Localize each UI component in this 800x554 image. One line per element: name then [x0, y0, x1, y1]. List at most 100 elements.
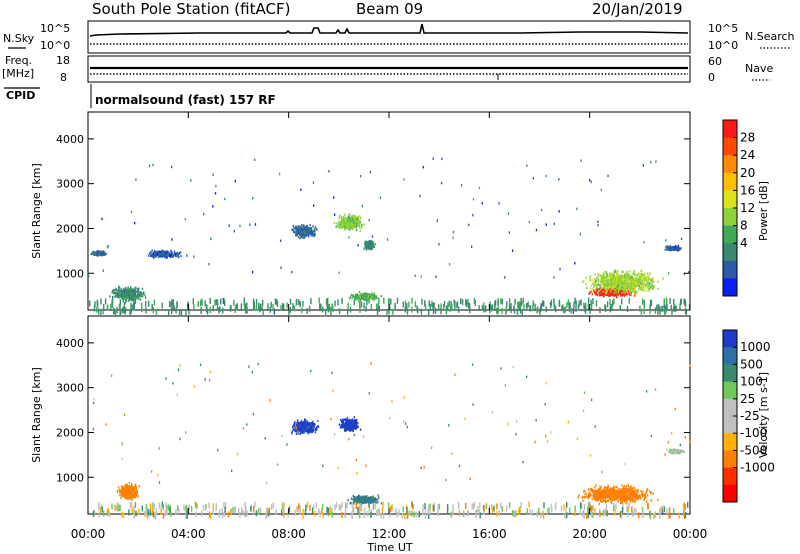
power-cell	[621, 276, 623, 279]
velocity-cell	[131, 491, 133, 495]
power-cell	[89, 300, 91, 307]
power-cell	[614, 268, 617, 272]
power-cell	[604, 284, 607, 287]
power-cell	[633, 272, 636, 275]
power-cell	[373, 294, 375, 297]
power-cell	[348, 297, 351, 300]
power-cell	[301, 307, 303, 314]
velocity-plot-frame	[87, 315, 691, 515]
power-cell	[594, 273, 596, 276]
power-cell	[619, 276, 622, 279]
power-cell	[622, 277, 624, 280]
power-cell	[627, 284, 630, 287]
power-cell	[327, 306, 330, 313]
velocity-cell	[133, 486, 136, 489]
velocity-cell	[128, 484, 131, 488]
power-cell	[414, 301, 417, 308]
power-cell	[600, 274, 602, 277]
power-cell	[647, 278, 650, 281]
power-cell	[613, 288, 615, 291]
power-cell	[558, 210, 560, 213]
power-cell	[147, 300, 150, 307]
power-cell	[129, 298, 131, 301]
power-cell	[338, 223, 340, 226]
power-cell	[673, 298, 675, 305]
power-cell	[93, 251, 96, 254]
power-cell	[344, 228, 346, 231]
power-cell	[491, 304, 494, 311]
power-cell	[357, 294, 359, 297]
velocity-cell	[123, 494, 125, 497]
power-cell	[302, 230, 305, 233]
velocity-cell	[121, 490, 124, 493]
velocity-cell	[298, 423, 300, 426]
power-cell	[443, 300, 446, 307]
velocity-cell	[310, 430, 312, 433]
power-cell	[257, 304, 260, 311]
power-cell	[508, 303, 511, 310]
power-cell	[209, 307, 212, 314]
power-cell	[489, 301, 491, 308]
power-cell	[553, 222, 555, 226]
power-cell	[118, 286, 121, 289]
power-cell	[162, 252, 165, 255]
power-cell	[353, 299, 355, 306]
power-cell	[137, 294, 139, 297]
power-cell	[354, 218, 357, 221]
velocity-cell	[341, 420, 343, 423]
power-cell	[597, 278, 599, 281]
power-cell	[610, 288, 613, 291]
power-cell	[339, 214, 341, 217]
velocity-cell	[372, 495, 374, 498]
power-cell	[514, 298, 516, 305]
power-cell	[120, 295, 123, 298]
power-cell	[369, 296, 371, 299]
power-cell	[104, 298, 107, 305]
power-cell	[354, 216, 356, 219]
velocity-cell	[130, 496, 132, 499]
power-cell	[622, 270, 624, 273]
velocity-cell	[129, 486, 131, 490]
power-cell	[609, 298, 611, 305]
power-cell	[611, 303, 613, 310]
velocity-cell	[310, 423, 312, 426]
power-cell	[255, 298, 258, 305]
power-cell	[159, 251, 161, 254]
velocity-cell	[345, 420, 347, 423]
power-cell	[129, 295, 132, 298]
power-cell	[303, 232, 305, 235]
power-cell	[618, 276, 620, 280]
power-cell	[432, 157, 434, 160]
power-ytick-label: 4000	[56, 133, 84, 146]
power-cell	[678, 248, 680, 251]
velocity-cell	[312, 429, 315, 432]
power-cell	[604, 276, 606, 279]
velocity-cell	[348, 422, 351, 425]
power-cell	[553, 298, 555, 305]
power-cell	[376, 303, 378, 310]
power-cell	[155, 253, 157, 256]
power-cell	[583, 305, 586, 312]
power-cell	[471, 245, 473, 248]
velocity-cell	[346, 427, 348, 430]
power-cell	[510, 307, 512, 314]
power-cell	[602, 275, 605, 278]
power-cell	[598, 273, 600, 276]
power-cell	[566, 302, 568, 309]
power-cell	[597, 223, 599, 227]
power-cell	[621, 293, 624, 297]
velocity-cell	[300, 423, 303, 426]
power-cell	[394, 302, 396, 309]
power-cell	[632, 287, 634, 290]
velocity-cell	[312, 427, 314, 430]
power-cell	[341, 224, 343, 227]
power-cell	[159, 255, 161, 258]
power-cell	[518, 301, 520, 308]
power-cell	[648, 283, 650, 286]
power-cell	[118, 291, 120, 294]
power-cell	[296, 232, 298, 235]
power-cell	[610, 290, 612, 293]
power-cell	[316, 228, 318, 231]
power-cell	[615, 294, 617, 297]
power-cell	[215, 184, 217, 188]
